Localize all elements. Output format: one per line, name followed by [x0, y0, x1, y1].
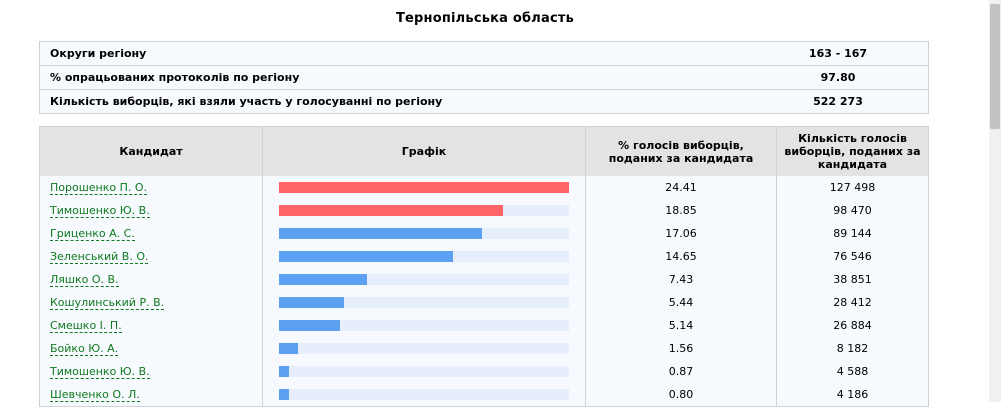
- summary-label: Округи регіону: [39, 41, 748, 66]
- bar-fill: [279, 389, 289, 400]
- table-row: Ляшко О. В. 7.43 38 851: [39, 268, 929, 291]
- votes-cell: 98 470: [776, 199, 929, 222]
- bar-track: [279, 389, 569, 400]
- table-row: Кошулинський Р. В. 5.44 28 412: [39, 291, 929, 314]
- graph-cell: [262, 245, 586, 268]
- graph-cell: [262, 268, 586, 291]
- table-row: Зеленський В. О. 14.65 76 546: [39, 245, 929, 268]
- percent-cell: 5.14: [585, 314, 777, 337]
- bar-fill: [279, 366, 290, 377]
- summary-label: % опрацьованих протоколів по регіону: [39, 65, 748, 90]
- summary-value: 163 - 167: [748, 41, 929, 66]
- votes-cell: 127 498: [776, 176, 929, 199]
- table-header-row: Кандидат Графік % голосів виборців, пода…: [39, 126, 929, 176]
- region-summary-table: Округи регіону 163 - 167% опрацьованих пр…: [39, 41, 929, 114]
- votes-cell: 4 588: [776, 360, 929, 383]
- bar-track: [279, 274, 569, 285]
- candidate-link[interactable]: Бойко Ю. А.: [50, 342, 119, 356]
- graph-cell: [262, 222, 586, 245]
- candidate-cell: Гриценко А. С.: [39, 222, 263, 245]
- graph-cell: [262, 314, 586, 337]
- percent-cell: 14.65: [585, 245, 777, 268]
- table-row: Шевченко О. Л. 0.80 4 186: [39, 383, 929, 407]
- table-row: Порошенко П. О. 24.41 127 498: [39, 176, 929, 199]
- candidate-cell: Тимошенко Ю. В.: [39, 360, 263, 383]
- table-row: Гриценко А. С. 17.06 89 144: [39, 222, 929, 245]
- candidate-link[interactable]: Смешко І. П.: [50, 319, 122, 333]
- bar-fill: [279, 274, 368, 285]
- bar-fill: [279, 343, 298, 354]
- summary-value: 97.80: [748, 65, 929, 90]
- page-scrollbar[interactable]: [989, 0, 1001, 402]
- summary-row: % опрацьованих протоколів по регіону 97.8…: [39, 65, 929, 90]
- graph-cell: [262, 199, 586, 222]
- bar-fill: [279, 320, 341, 331]
- bar-track: [279, 251, 569, 262]
- candidate-cell: Бойко Ю. А.: [39, 337, 263, 360]
- table-row: Тимошенко Ю. В. 18.85 98 470: [39, 199, 929, 222]
- bar-fill: [279, 228, 482, 239]
- candidate-link[interactable]: Зеленський В. О.: [50, 250, 149, 264]
- page-title: Тернопільська область: [395, 11, 575, 26]
- header-candidate: Кандидат: [39, 126, 263, 176]
- candidate-link[interactable]: Кошулинський Р. В.: [50, 296, 165, 310]
- table-row: Бойко Ю. А. 1.56 8 182: [39, 337, 929, 360]
- graph-cell: [262, 383, 586, 407]
- candidate-cell: Кошулинський Р. В.: [39, 291, 263, 314]
- percent-cell: 18.85: [585, 199, 777, 222]
- candidate-link[interactable]: Шевченко О. Л.: [50, 388, 140, 402]
- bar-track: [279, 320, 569, 331]
- candidate-link[interactable]: Ляшко О. В.: [50, 273, 119, 287]
- summary-row: Округи регіону 163 - 167: [39, 41, 929, 66]
- table-row: Смешко І. П. 5.14 26 884: [39, 314, 929, 337]
- bar-fill: [279, 182, 569, 193]
- summary-value: 522 273: [813, 95, 863, 108]
- bar-fill: [279, 297, 344, 308]
- percent-cell: 7.43: [585, 268, 777, 291]
- graph-cell: [262, 337, 586, 360]
- bar-fill: [279, 251, 454, 262]
- candidate-cell: Порошенко П. О.: [39, 176, 263, 199]
- votes-cell: 38 851: [776, 268, 929, 291]
- votes-cell: 89 144: [776, 222, 929, 245]
- percent-cell: 24.41: [585, 176, 777, 199]
- candidate-link[interactable]: Порошенко П. О.: [50, 181, 148, 195]
- bar-track: [279, 366, 569, 377]
- bar-track: [279, 182, 569, 193]
- graph-cell: [262, 176, 586, 199]
- table-row: Тимошенко Ю. В. 0.87 4 588: [39, 360, 929, 383]
- candidate-link[interactable]: Тимошенко Ю. В.: [50, 204, 150, 218]
- candidate-cell: Зеленський В. О.: [39, 245, 263, 268]
- header-percent: % голосів виборців, поданих за кандидата: [585, 126, 777, 176]
- header-graph: Графік: [262, 126, 586, 176]
- candidate-cell: Ляшко О. В.: [39, 268, 263, 291]
- header-votes: Кількість голосів виборців, поданих за к…: [776, 126, 929, 176]
- bar-track: [279, 205, 569, 216]
- bar-track: [279, 228, 569, 239]
- percent-cell: 17.06: [585, 222, 777, 245]
- candidates-table: Кандидат Графік % голосів виборців, пода…: [39, 126, 929, 407]
- candidate-cell: Шевченко О. Л.: [39, 383, 263, 407]
- summary-label: Кількість виборців, які взяли участь у г…: [50, 95, 443, 108]
- percent-cell: 0.87: [585, 360, 777, 383]
- summary-row: Кількість виборців, які взяли участь у г…: [40, 90, 929, 114]
- percent-cell: 5.44: [585, 291, 777, 314]
- percent-cell: 0.80: [585, 383, 777, 407]
- votes-cell: 28 412: [776, 291, 929, 314]
- candidate-cell: Смешко І. П.: [39, 314, 263, 337]
- votes-cell: 76 546: [776, 245, 929, 268]
- graph-cell: [262, 291, 586, 314]
- percent-cell: 1.56: [585, 337, 777, 360]
- candidate-cell: Тимошенко Ю. В.: [39, 199, 263, 222]
- scrollbar-thumb[interactable]: [990, 4, 1000, 129]
- candidate-link[interactable]: Гриценко А. С.: [50, 227, 135, 241]
- votes-cell: 8 182: [776, 337, 929, 360]
- bar-track: [279, 297, 569, 308]
- graph-cell: [262, 360, 586, 383]
- bar-track: [279, 343, 569, 354]
- bar-fill: [279, 205, 503, 216]
- votes-cell: 4 186: [776, 383, 929, 407]
- candidate-link[interactable]: Тимошенко Ю. В.: [50, 365, 150, 379]
- votes-cell: 26 884: [776, 314, 929, 337]
